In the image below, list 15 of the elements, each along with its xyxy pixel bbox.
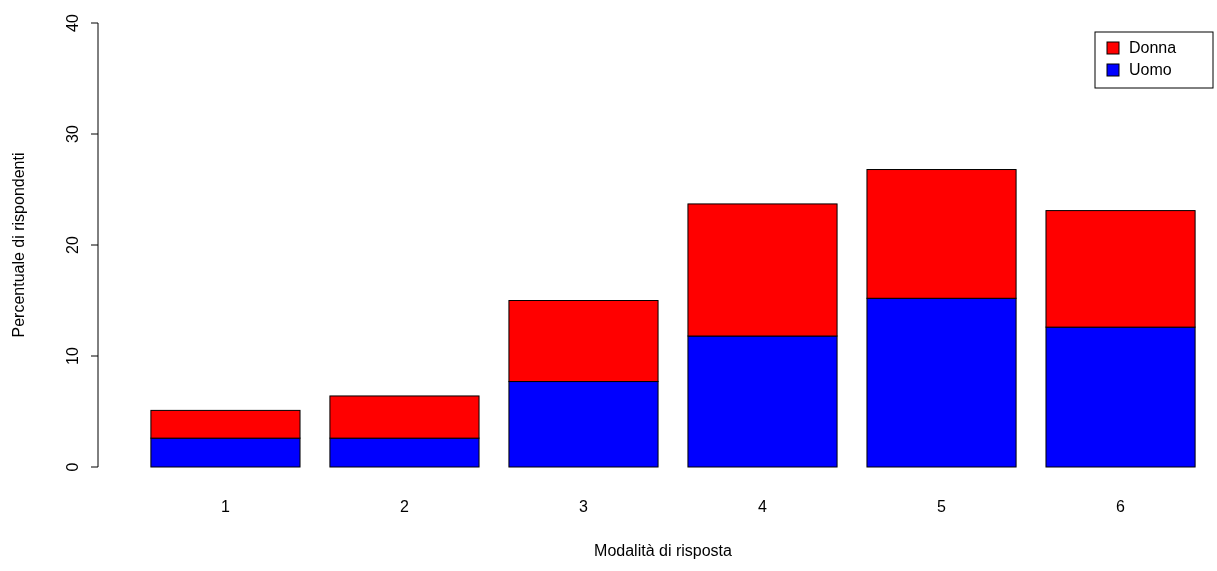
x-tick-label: 3 <box>579 498 589 515</box>
y-tick-label: 30 <box>64 125 81 143</box>
y-tick-label: 10 <box>64 347 81 365</box>
x-tick-label: 1 <box>221 498 231 515</box>
legend-label: Uomo <box>1129 61 1172 78</box>
x-axis-title: Modalità di risposta <box>594 542 733 559</box>
x-tick-label: 6 <box>1116 498 1126 515</box>
x-tick-label: 4 <box>758 498 768 515</box>
x-tick-label: 2 <box>400 498 410 515</box>
y-tick-label: 0 <box>64 462 81 472</box>
y-axis-title: Percentuale di rispondenti <box>10 152 27 338</box>
x-tick-label: 5 <box>937 498 947 515</box>
legend-label: Donna <box>1129 39 1177 56</box>
y-tick-label: 20 <box>64 236 81 254</box>
y-tick-label: 40 <box>64 14 81 32</box>
